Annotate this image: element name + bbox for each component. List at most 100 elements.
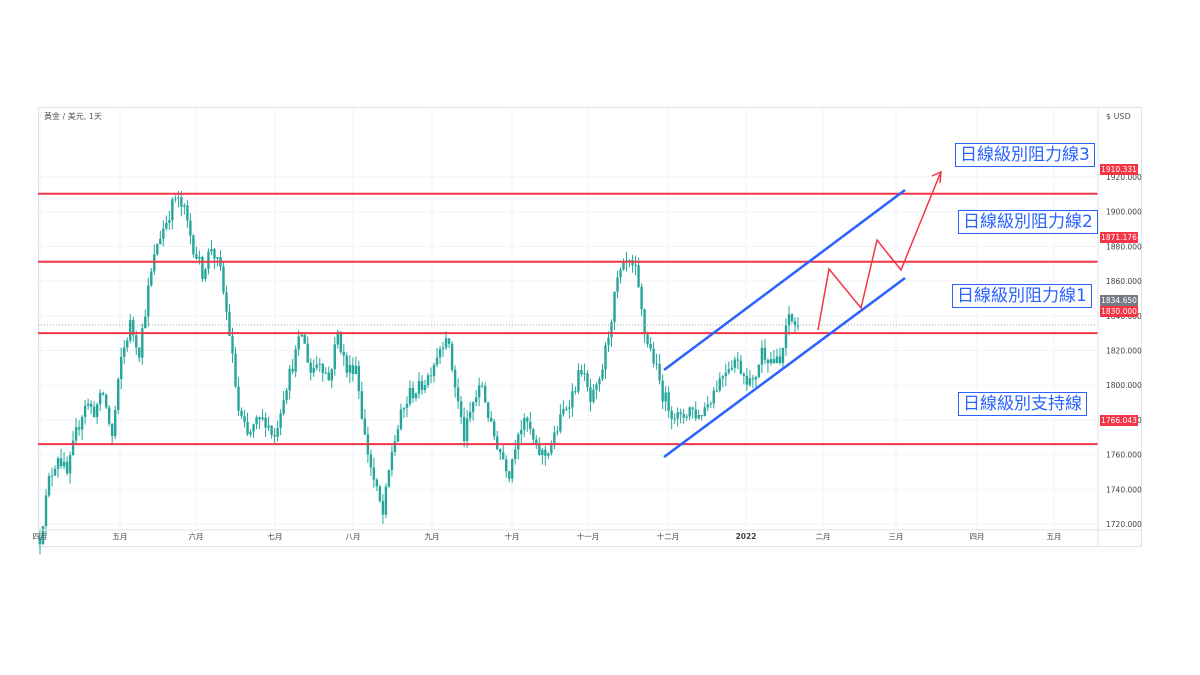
candle-body	[267, 425, 270, 428]
candle-body	[499, 449, 502, 453]
candle-body	[381, 501, 385, 515]
candle-body	[571, 391, 574, 408]
annotation-resistance-1[interactable]: 日線級別阻力線1	[952, 284, 1092, 308]
candle-body	[751, 378, 755, 380]
candle-body	[276, 428, 279, 437]
candle-body	[327, 372, 330, 381]
grid	[38, 108, 1098, 530]
y-tick-label: 1920.000	[1106, 173, 1142, 182]
candle-body	[360, 391, 364, 419]
candle-body	[204, 269, 207, 279]
candle-body	[706, 404, 709, 408]
candle-body	[643, 309, 646, 335]
annotation-resistance-3[interactable]: 日線級別阻力線3	[955, 143, 1095, 167]
candle-body	[369, 454, 373, 468]
candle-body	[228, 311, 231, 337]
candle-body	[324, 372, 327, 374]
candle-body	[53, 468, 57, 476]
candle-body	[781, 347, 785, 364]
candle-body	[754, 377, 758, 380]
candle-body	[144, 316, 147, 329]
candle-body	[264, 417, 267, 428]
candle-body	[444, 338, 448, 348]
candle-body	[465, 418, 469, 442]
y-tick-label: 1820.000	[1106, 347, 1142, 356]
price-tag-resistance-1: 1830.000	[1100, 306, 1138, 317]
candle-body	[294, 349, 297, 372]
candle-body	[523, 417, 526, 430]
x-tick-label: 五月	[113, 532, 128, 541]
candle-body	[92, 406, 96, 418]
price-tag-resistance-3: 1910.331	[1100, 164, 1138, 175]
candle-body	[429, 375, 433, 377]
candle-body	[261, 417, 264, 420]
candle-body	[342, 351, 346, 356]
candle-body	[162, 228, 165, 239]
candle-body	[405, 403, 409, 408]
candle-body	[658, 364, 661, 381]
x-tick-label: 2022	[736, 532, 757, 541]
channel-lower-line	[663, 276, 906, 459]
candle-body	[291, 368, 294, 372]
candle-body	[411, 388, 415, 399]
drawings	[663, 170, 942, 459]
candle-body	[772, 359, 776, 363]
channel-upper-line	[663, 188, 906, 372]
candle-body	[156, 244, 159, 255]
candle-body	[309, 362, 312, 373]
candle-body	[667, 392, 670, 411]
candle-body	[763, 347, 767, 360]
candle-body	[453, 369, 457, 388]
candle-body	[249, 431, 252, 435]
axes: 1920.0001900.0001880.0001860.0001840.000…	[33, 108, 1142, 546]
candle-body	[288, 368, 291, 391]
candle-body	[456, 387, 460, 402]
candle-body	[348, 364, 352, 373]
candle-body	[417, 381, 421, 394]
price-tag-current: 1834.650	[1100, 295, 1138, 306]
annotation-resistance-2[interactable]: 日線級別阻力線2	[958, 210, 1098, 234]
candle-body	[86, 403, 90, 406]
candle-body	[234, 353, 237, 387]
level-lines	[38, 192, 1098, 446]
candle-body	[742, 373, 746, 376]
candle-body	[285, 390, 288, 401]
candles	[38, 190, 800, 555]
candle-body	[180, 197, 183, 207]
candle-body	[739, 360, 743, 374]
currency-icon: $	[1106, 112, 1112, 121]
candle-body	[538, 443, 541, 456]
candle-body	[520, 429, 523, 435]
y-tick-label: 1800.000	[1106, 381, 1142, 390]
candle-body	[159, 238, 162, 245]
candle-body	[480, 385, 484, 387]
candle-body	[38, 537, 42, 545]
candle-body	[589, 387, 592, 402]
candle-body	[649, 344, 652, 349]
candle-body	[177, 197, 180, 199]
candle-body	[62, 461, 66, 467]
candle-body	[492, 421, 496, 437]
candle-body	[559, 414, 562, 432]
candle-body	[56, 458, 60, 469]
candle-body	[556, 431, 559, 433]
candle-body	[71, 440, 75, 456]
candle-body	[252, 424, 255, 432]
candle-body	[363, 418, 367, 435]
candle-body	[222, 266, 225, 293]
candle-body	[535, 439, 538, 444]
candle-body	[721, 376, 725, 379]
candle-body	[41, 526, 45, 545]
candle-body	[300, 334, 303, 337]
candle-body	[354, 365, 358, 374]
annotation-support[interactable]: 日線級別支持線	[958, 392, 1087, 416]
candle-body	[730, 367, 734, 370]
candle-body	[447, 338, 451, 344]
candle-body	[117, 379, 120, 410]
candle-body	[147, 285, 150, 317]
candle-body	[505, 459, 508, 472]
candle-body	[243, 416, 246, 422]
candle-body	[477, 385, 481, 398]
candle-body	[77, 427, 81, 430]
